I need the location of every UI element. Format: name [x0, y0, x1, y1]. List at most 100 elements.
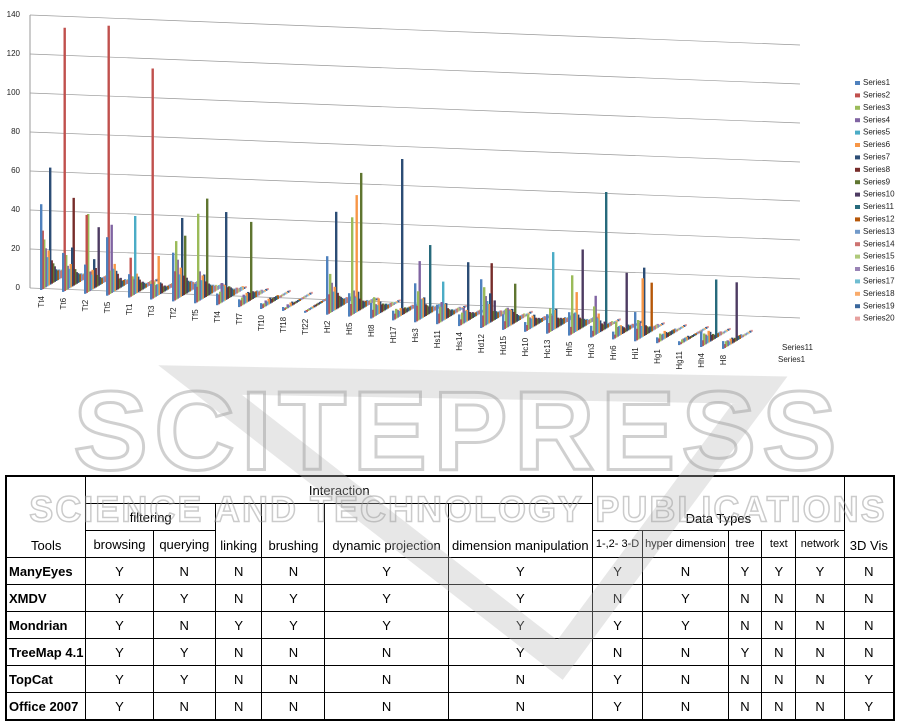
y-tick-label: 40	[11, 205, 20, 214]
legend-label: Series9	[863, 177, 891, 186]
legend-label: Series2	[863, 91, 891, 100]
bar	[74, 269, 77, 285]
bar	[480, 279, 483, 328]
bar	[394, 302, 397, 305]
bar	[209, 284, 212, 295]
bar	[216, 293, 219, 306]
table-cell: N	[843, 638, 895, 666]
y-tick-label: 80	[11, 127, 20, 136]
legend-swatch	[855, 130, 860, 135]
bar	[184, 235, 187, 295]
bar	[550, 315, 553, 331]
bar	[235, 287, 238, 294]
bar	[151, 68, 154, 299]
bar	[625, 272, 628, 332]
bar	[512, 311, 515, 324]
bar	[238, 299, 241, 308]
bar	[556, 317, 559, 328]
bar	[371, 309, 374, 318]
bar	[437, 313, 440, 324]
bar	[200, 280, 203, 300]
bar	[666, 333, 669, 337]
x-tick-label: Tt4	[37, 295, 46, 307]
bar	[326, 256, 329, 315]
bar	[355, 195, 358, 313]
bar	[547, 323, 550, 333]
table-cell: N	[592, 584, 644, 612]
bar	[77, 273, 80, 283]
bar	[697, 331, 700, 334]
bar	[185, 277, 188, 294]
legend-swatch	[855, 267, 860, 271]
x-tick-label: Hc10	[521, 337, 530, 356]
bar	[618, 318, 621, 321]
table-cell: TreeMap 4.1	[5, 638, 87, 666]
bar	[370, 302, 373, 319]
bar	[198, 271, 201, 301]
bar	[719, 331, 722, 336]
bar	[285, 291, 288, 294]
bar	[228, 286, 231, 298]
bar	[533, 314, 536, 327]
bar	[597, 313, 600, 333]
bar	[731, 337, 734, 344]
table-cell: dynamic projection	[324, 503, 449, 558]
bar	[262, 290, 265, 293]
bar	[517, 315, 520, 321]
table-cell: Y	[447, 584, 594, 612]
table-cell: N	[843, 557, 895, 585]
bar	[122, 279, 125, 286]
y-tick-label: 120	[7, 49, 21, 58]
bar	[680, 326, 683, 329]
bar	[144, 283, 147, 288]
bar	[44, 248, 47, 288]
table-cell: text	[761, 530, 797, 558]
bar	[458, 314, 461, 327]
bar	[687, 335, 690, 340]
table-cell: N	[795, 692, 845, 721]
bar	[351, 217, 354, 315]
bar	[468, 312, 471, 320]
bar	[99, 277, 102, 285]
bar	[116, 273, 119, 290]
bar	[138, 279, 141, 292]
x-tick-label: Tf7	[235, 313, 244, 325]
bar	[700, 331, 703, 347]
bar	[464, 310, 467, 323]
x-tick-label: Hs3	[411, 328, 420, 343]
bar	[251, 291, 254, 299]
bar	[113, 263, 116, 292]
bar	[135, 273, 138, 294]
bar	[273, 297, 276, 301]
bar	[542, 317, 545, 321]
bar	[653, 325, 656, 330]
bar	[129, 257, 132, 297]
bar	[537, 317, 540, 324]
table-cell: Y	[761, 557, 797, 585]
bar	[685, 336, 688, 341]
x-tick-label: Tt6	[59, 297, 68, 309]
bar	[671, 330, 674, 335]
bar	[668, 332, 671, 336]
bar	[91, 269, 94, 290]
bar	[188, 281, 191, 292]
bar	[332, 291, 335, 312]
table-cell: Y	[261, 584, 326, 612]
bar	[66, 265, 69, 290]
bar	[471, 312, 474, 318]
bar	[515, 314, 518, 322]
bar	[558, 318, 561, 327]
depth-label: Series11	[782, 343, 814, 352]
bar	[310, 291, 313, 294]
bar	[656, 323, 659, 328]
bar	[530, 318, 533, 329]
bar	[373, 297, 376, 317]
bar	[690, 335, 693, 338]
bar	[157, 256, 160, 295]
table-cell: N	[761, 692, 797, 721]
bar	[94, 268, 97, 288]
x-tick-label: Hi1	[631, 347, 640, 360]
table-cell: N	[447, 692, 594, 721]
bar	[715, 279, 718, 338]
table-cell: Y	[324, 611, 449, 639]
